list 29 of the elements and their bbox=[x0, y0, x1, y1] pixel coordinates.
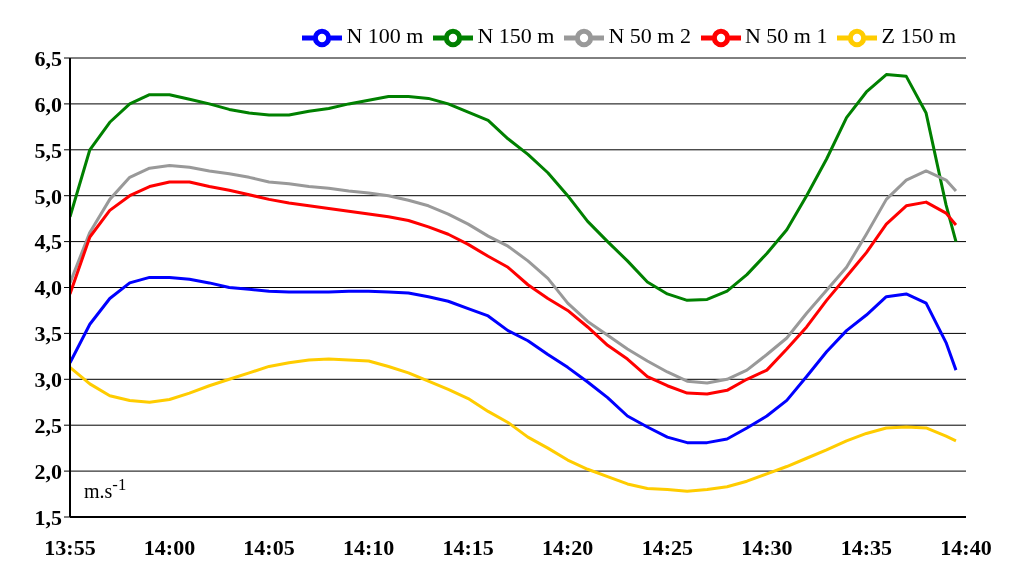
legend-label: N 50 m 2 bbox=[608, 23, 691, 49]
line-series bbox=[70, 275, 958, 445]
x-tick-label: 13:55 bbox=[44, 534, 96, 560]
y-tick-label: 5,0 bbox=[34, 183, 62, 209]
x-tick-label: 14:40 bbox=[940, 534, 992, 560]
x-tick-label: 14:10 bbox=[343, 534, 395, 560]
line-series bbox=[70, 73, 958, 302]
y-tick-label: 1,5 bbox=[34, 504, 62, 530]
y-tick-label: 3,0 bbox=[34, 367, 62, 393]
legend-label: N 150 m bbox=[477, 23, 555, 49]
legend-label: N 100 m bbox=[346, 23, 424, 49]
y-tick-label: 5,5 bbox=[34, 137, 62, 163]
x-tick-label: 14:20 bbox=[542, 534, 594, 560]
x-tick-label: 14:00 bbox=[143, 534, 196, 560]
legend-label: N 50 m 1 bbox=[744, 23, 828, 49]
x-tick-label: 14:15 bbox=[442, 534, 494, 560]
y-tick-label: 3,5 bbox=[34, 321, 62, 347]
x-tick-label: 14:05 bbox=[243, 534, 295, 560]
y-tick-label: 4,5 bbox=[34, 229, 62, 255]
y-tick-label: 2,0 bbox=[34, 458, 62, 484]
y-tick-label: 6,0 bbox=[34, 91, 62, 117]
y-axis-title: m.s$^{-1}$ bbox=[84, 475, 127, 503]
y-tick-label: 6,5 bbox=[34, 45, 62, 71]
x-tick-label: 14:30 bbox=[741, 534, 793, 560]
legend-label: Z 150 m bbox=[881, 23, 956, 49]
y-tick-label: 2,5 bbox=[34, 413, 62, 439]
x-tick-label: 14:25 bbox=[641, 534, 693, 560]
x-tick-label: 14:35 bbox=[840, 534, 893, 560]
y-tick-label: 4,0 bbox=[34, 275, 62, 301]
